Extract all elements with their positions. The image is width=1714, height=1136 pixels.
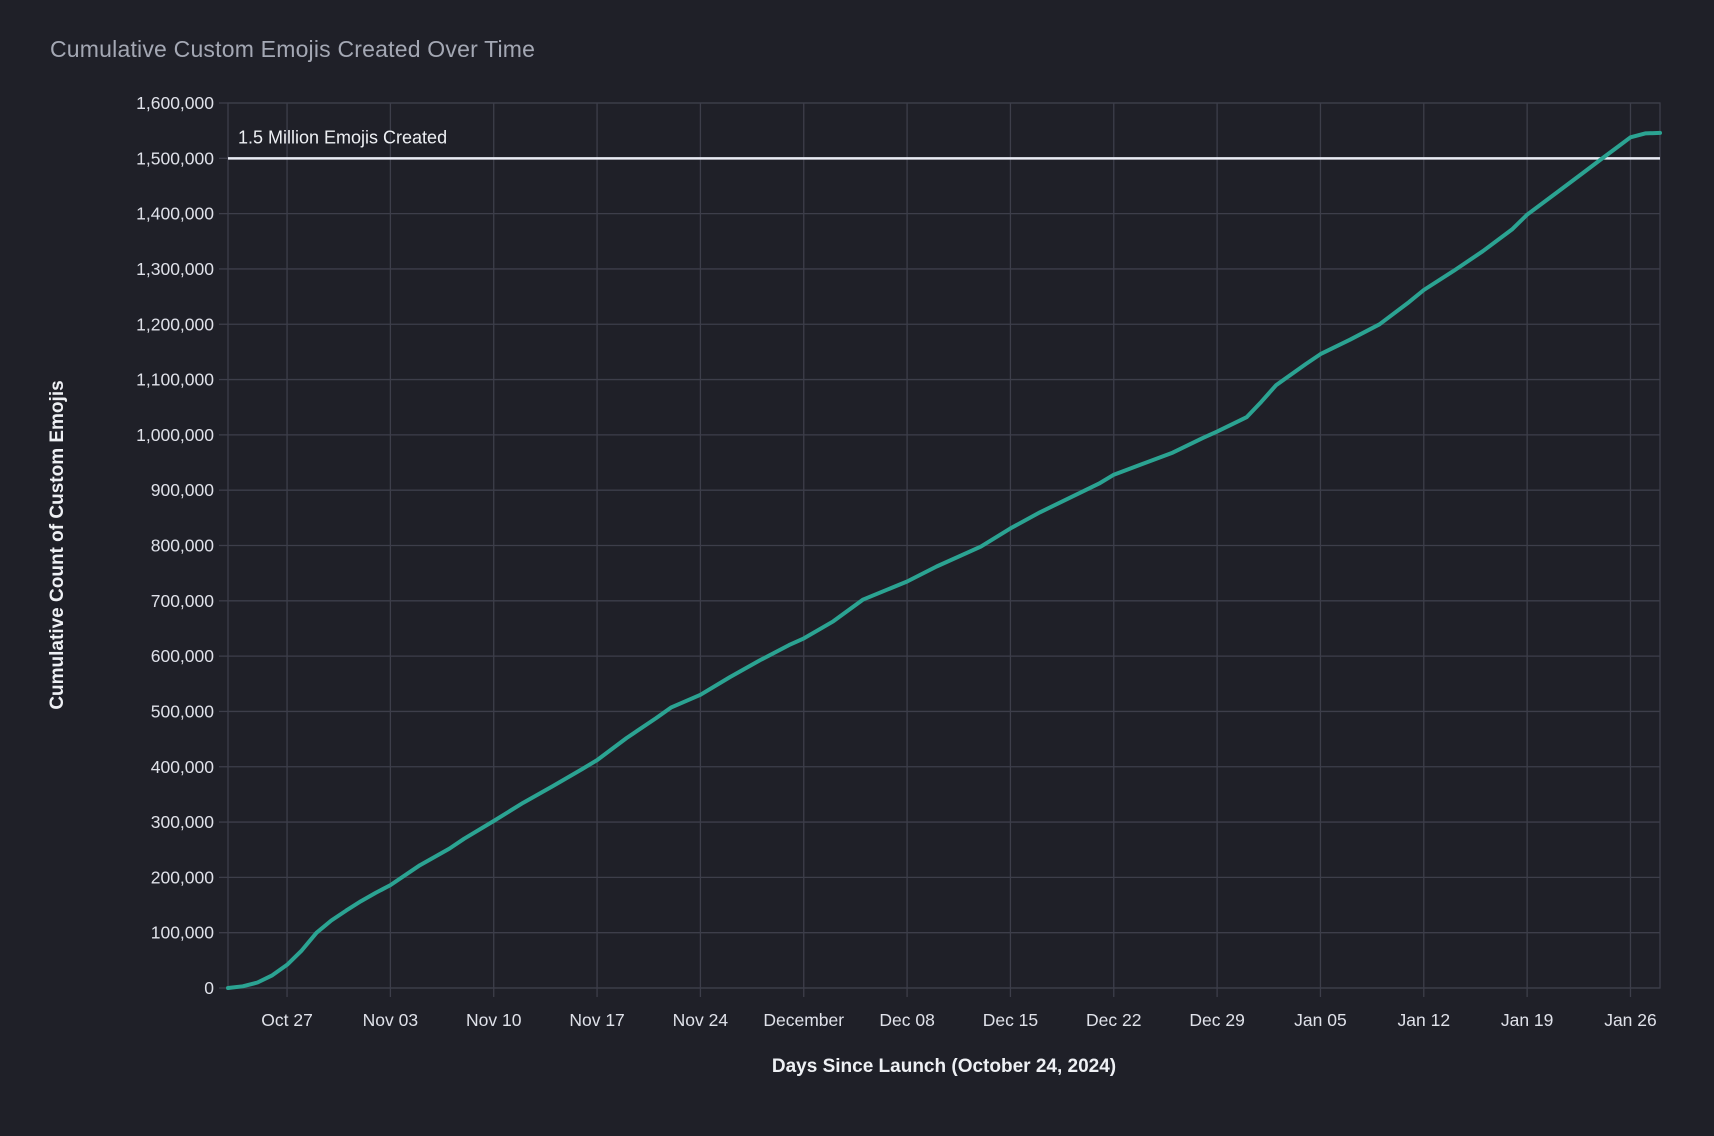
x-tick-label: December (763, 1010, 844, 1030)
y-tick-label: 700,000 (151, 591, 215, 611)
x-tick-label: Dec 08 (879, 1010, 934, 1030)
chart-title: Cumulative Custom Emojis Created Over Ti… (50, 36, 536, 62)
y-tick-label: 100,000 (151, 923, 215, 943)
x-axis-title: Days Since Launch (October 24, 2024) (771, 1056, 1117, 1077)
x-tick-label: Nov 17 (569, 1010, 624, 1030)
y-tick-label: 300,000 (151, 812, 215, 832)
x-tick-label: Nov 24 (673, 1010, 729, 1030)
y-tick-label: 1,000,000 (136, 425, 214, 445)
y-tick-label: 800,000 (151, 536, 215, 556)
y-tick-label: 1,200,000 (136, 314, 214, 334)
y-tick-label: 1,500,000 (136, 148, 214, 168)
y-tick-label: 1,600,000 (136, 93, 214, 113)
x-tick-label: Dec 29 (1189, 1010, 1244, 1030)
x-tick-label: Jan 19 (1501, 1010, 1554, 1030)
x-tick-label: Nov 10 (466, 1010, 522, 1030)
x-tick-label: Dec 15 (983, 1010, 1038, 1030)
y-tick-label: 1,300,000 (136, 259, 214, 279)
y-tick-label: 500,000 (151, 701, 215, 721)
plot-border (227, 102, 1661, 989)
y-tick-label: 1,100,000 (136, 370, 214, 390)
y-tick-label: 600,000 (151, 646, 215, 666)
series-line-cumulative-emojis (226, 130, 1662, 990)
x-tick-label: Nov 03 (363, 1010, 418, 1030)
x-tick-label: Dec 22 (1086, 1010, 1141, 1030)
y-tick-label: 400,000 (151, 757, 215, 777)
x-tick-label: Jan 12 (1398, 1010, 1451, 1030)
reference-line-label: 1.5 Million Emojis Created (238, 127, 447, 147)
y-tick-label: 0 (204, 978, 214, 998)
x-tick-label: Jan 26 (1604, 1010, 1657, 1030)
y-tick-label: 200,000 (151, 867, 215, 887)
y-tick-label: 1,400,000 (136, 204, 214, 224)
x-tick-label: Oct 27 (261, 1010, 313, 1030)
x-tick-label: Jan 05 (1294, 1010, 1347, 1030)
y-tick-label: 900,000 (151, 480, 215, 500)
